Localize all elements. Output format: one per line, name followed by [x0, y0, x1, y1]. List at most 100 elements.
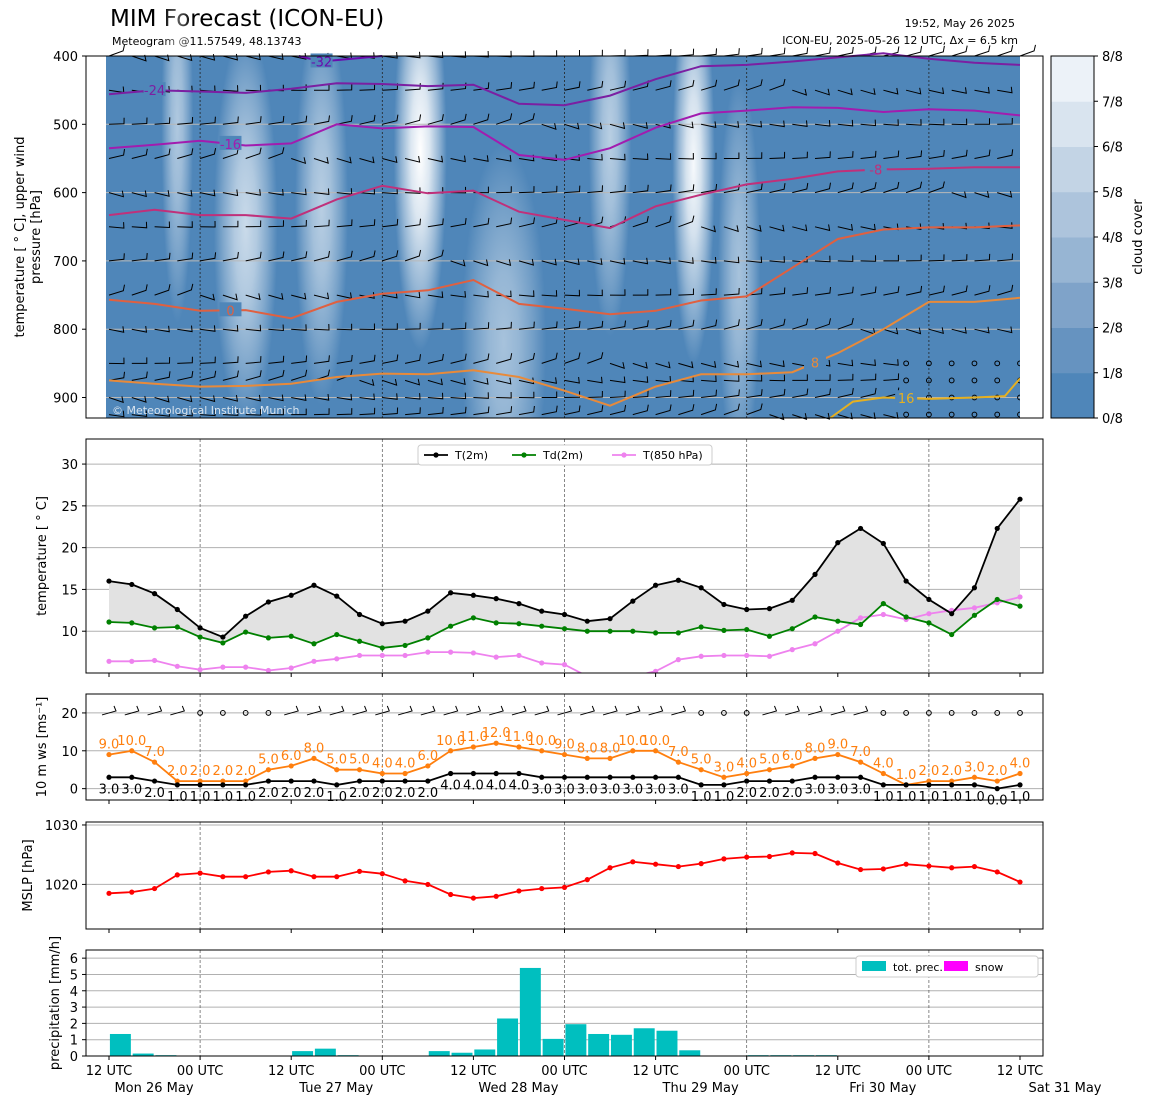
data-label: 3.0: [850, 782, 871, 797]
data-point: [174, 782, 180, 788]
data-label: 2.0: [372, 786, 393, 801]
data-label: 6.0: [418, 749, 439, 764]
wind-barb: [678, 389, 695, 398]
wind-barb: [746, 360, 762, 368]
data-label: 4.0: [440, 779, 461, 794]
data-point: [379, 652, 385, 659]
wind-barb: [496, 113, 513, 125]
data-point: [561, 611, 568, 618]
wind-barb: [997, 253, 1013, 262]
wind-barb: [951, 149, 968, 159]
wind-barb: [375, 705, 390, 716]
wind-barb: [108, 410, 125, 418]
panel-border: [85, 949, 1044, 1057]
data-point: [857, 615, 864, 621]
data-point: [1017, 603, 1023, 609]
wind-barb: [609, 289, 626, 296]
wind-barb: [701, 389, 717, 398]
wind-barb: [473, 113, 490, 125]
wind-barb: [268, 324, 284, 332]
wind-barb: [723, 121, 740, 128]
wind-barb: [329, 705, 345, 716]
wind-barb: [518, 377, 535, 385]
wind-barb: [496, 377, 512, 385]
wind-barb: [700, 361, 717, 368]
wind-barb: [245, 409, 262, 416]
wind-barb: [427, 406, 444, 416]
data-point: [334, 874, 340, 880]
wind-barb: [860, 119, 877, 127]
data-point: [835, 618, 841, 624]
calm-wind-marker: [926, 710, 932, 716]
colorbar-tick-label: 1/8: [1102, 367, 1123, 382]
wind-barb: [564, 391, 581, 398]
legend-label: snow: [975, 961, 1003, 974]
data-point: [766, 778, 773, 784]
colorbar-segment: [1051, 146, 1094, 193]
wind-barb: [701, 375, 717, 383]
precipitation-bar: [109, 1033, 131, 1056]
wind-barb: [974, 118, 990, 125]
data-point: [698, 624, 704, 630]
wind-barb: [222, 324, 239, 332]
data-point: [265, 767, 272, 773]
x-tick-label: 00 UTC: [723, 1064, 769, 1079]
data-label: 10.0: [618, 734, 647, 749]
wind-barb: [427, 291, 444, 298]
wind-barb: [154, 54, 170, 62]
cloud-column: [717, 75, 761, 474]
data-label: 1.0: [919, 790, 940, 805]
precipitation-bar: [314, 1048, 336, 1056]
data-point: [789, 763, 795, 769]
data-label: 4.0: [736, 757, 757, 772]
wind-barb: [473, 217, 490, 228]
wind-barb: [837, 224, 854, 231]
legend-label: T(2m): [454, 449, 488, 462]
data-point: [880, 601, 886, 607]
wind-barb: [291, 292, 307, 300]
wind-barb: [496, 217, 513, 228]
data-point: [698, 585, 704, 591]
x-day-label: Tue 27 May: [298, 1081, 373, 1096]
wind-barb: [609, 362, 625, 369]
x-day-label: Thu 29 May: [662, 1081, 739, 1096]
calm-wind-marker: [971, 710, 978, 716]
wind-barb: [997, 149, 1014, 159]
wind-barb: [814, 255, 831, 263]
wind-barb: [974, 45, 991, 57]
data-point: [197, 625, 203, 631]
data-point: [949, 782, 955, 788]
wind-barb: [245, 293, 261, 301]
wind-barb: [427, 378, 443, 386]
wind-barb: [587, 258, 603, 265]
data-point: [584, 755, 590, 761]
wind-barb: [245, 116, 262, 125]
data-point: [425, 881, 431, 888]
wind-barb: [541, 185, 558, 194]
data-point: [630, 748, 636, 754]
data-point: [721, 601, 727, 608]
wind-barb: [291, 157, 307, 165]
wind-barb: [496, 155, 512, 162]
data-point: [539, 885, 545, 892]
x-day-label: Fri 30 May: [849, 1081, 916, 1096]
x-tick-label: 00 UTC: [177, 1064, 223, 1079]
wind-barb: [928, 150, 945, 159]
colorbar-tick-label: 0/8: [1102, 412, 1123, 427]
data-point: [653, 668, 659, 673]
calm-wind-marker: [265, 710, 272, 716]
data-point: [971, 782, 978, 788]
data-label: 2.0: [213, 764, 234, 779]
calm-wind-marker: [903, 411, 910, 418]
data-point: [493, 893, 499, 899]
precipitation-bar: [428, 1051, 450, 1056]
data-point: [402, 778, 408, 784]
wind-barb: [655, 48, 672, 57]
data-point: [197, 667, 203, 673]
wind-barb: [450, 155, 466, 163]
data-point: [630, 859, 636, 865]
calm-wind-marker: [948, 377, 955, 384]
data-label: 5.0: [326, 753, 347, 768]
wind-barb: [518, 113, 535, 125]
data-point: [607, 675, 612, 680]
